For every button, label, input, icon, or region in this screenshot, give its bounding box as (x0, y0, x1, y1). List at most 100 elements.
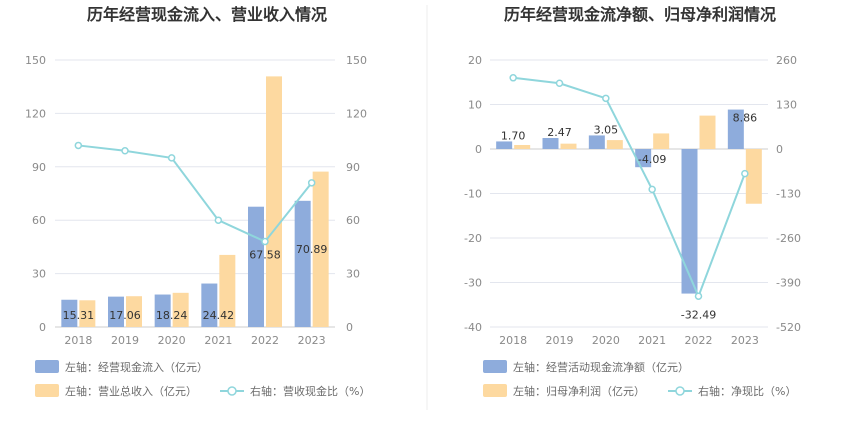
chart2-legend-swatch-bar-secondary (483, 384, 507, 397)
chart2-bar-secondary (514, 144, 531, 149)
chart2-data-label: 3.05 (594, 123, 619, 136)
chart2-right-tick-label: 260 (776, 54, 797, 67)
chart1-line-series (78, 144, 313, 243)
chart2-left-tick-label: 20 (468, 54, 482, 67)
chart2-right-tick-label: 130 (776, 99, 797, 112)
chart2-x-tick-label: 2021 (638, 334, 666, 347)
chart2-data-label: -32.49 (681, 309, 716, 322)
chart1-right-tick-label: 150 (346, 54, 367, 67)
chart1-left-tick-label: 60 (32, 214, 46, 227)
chart2-line-point (648, 185, 656, 194)
chart1-bar-primary (61, 299, 78, 327)
chart2-left-tick-label: -40 (464, 321, 482, 334)
chart1-data-label: 17.06 (109, 309, 141, 322)
chart1-bar-secondary (219, 254, 236, 327)
chart2-line-series (513, 76, 746, 299)
chart1-left-tick-label: 0 (39, 321, 46, 334)
chart2-right-tick-label: -130 (776, 188, 801, 201)
chart1-x-tick-label: 2022 (251, 334, 279, 347)
chart2-left-tick-label: -20 (464, 232, 482, 245)
chart2-legend-label: 左轴：经营活动现金流净额（亿元） (513, 360, 689, 374)
chart2-bar-primary (496, 141, 513, 149)
chart1-line-point (121, 147, 129, 155)
chart1-title: 历年经营现金流入、营业收入情况 (87, 5, 327, 24)
chart1-bar-secondary (266, 76, 282, 327)
chart2-data-label: 1.70 (501, 129, 526, 142)
chart2-legend-label: 左轴：归母净利润（亿元） (513, 384, 645, 398)
chart2-bar-secondary (745, 149, 762, 204)
chart1-bar-secondary (172, 292, 189, 327)
chart1-bar-secondary (126, 296, 142, 327)
chart1-legend-label: 左轴：营业总收入（亿元） (65, 384, 197, 398)
chart2-line-point (694, 292, 703, 300)
chart2-x-tick-label: 2019 (546, 334, 574, 347)
chart2-right-tick-label: -260 (776, 232, 801, 245)
chart1-data-label: 15.31 (63, 309, 95, 322)
chart1-x-tick-label: 2023 (298, 334, 326, 347)
chart2-line-point (509, 74, 517, 82)
chart2-x-tick-label: 2023 (731, 334, 759, 347)
chart1-legend-label: 右轴：营收现金比（%） (250, 384, 370, 398)
chart1-line-point (74, 141, 83, 150)
chart1-bar-secondary (312, 171, 329, 327)
chart2-left-tick-label: -10 (464, 188, 482, 201)
chart2-bar-primary (727, 109, 744, 149)
chart1-data-label: 24.42 (203, 309, 235, 322)
chart1-right-tick-label: 90 (346, 161, 360, 174)
chart1-line-point (167, 154, 176, 162)
chart2-line-point (741, 169, 749, 178)
chart2-right-tick-label: 0 (776, 143, 783, 156)
chart2-left-tick-label: -30 (464, 277, 482, 290)
chart1-legend-swatch-bar-primary (35, 360, 59, 373)
chart2-x-tick-label: 2020 (592, 334, 620, 347)
chart2-line-point (555, 79, 564, 88)
chart2-line-point (602, 94, 610, 103)
chart2-legend-swatch-line-marker (675, 386, 685, 396)
chart1-x-tick-label: 2018 (64, 334, 92, 347)
chart1-line-point (261, 237, 269, 246)
chart1-right-tick-label: 120 (346, 107, 367, 120)
chart1-legend-label: 左轴：经营现金流入（亿元） (65, 360, 208, 374)
chart1-x-tick-label: 2019 (111, 334, 139, 347)
chart1-bar-primary (201, 283, 218, 327)
chart1-right-tick-label: 30 (346, 268, 360, 281)
chart2-legend-label: 右轴：净现比（%） (698, 384, 796, 398)
chart1-data-label: 18.24 (156, 309, 188, 322)
chart1-line-point (307, 179, 316, 187)
chart1-legend-swatch-bar-secondary (35, 384, 59, 397)
chart2-bar-primary (542, 138, 559, 149)
chart1-right-tick-label: 0 (346, 321, 353, 334)
chart2-bar-secondary (653, 133, 670, 149)
chart1-left-tick-label: 90 (32, 161, 46, 174)
chart1-bar-secondary (79, 300, 96, 327)
chart1-left-tick-label: 120 (25, 107, 46, 120)
chart1-bar-primary (108, 296, 124, 327)
chart1-left-tick-label: 150 (25, 54, 46, 67)
chart2-bar-primary (681, 149, 698, 294)
chart2-bar-secondary (699, 115, 716, 149)
chart1-bar-primary (248, 206, 264, 327)
chart2-data-label: -4.09 (638, 153, 666, 166)
chart2-right-tick-label: -390 (776, 277, 801, 290)
chart2-right-tick-label: -520 (776, 321, 801, 334)
chart2-bar-secondary (606, 140, 623, 149)
chart2-legend-swatch-bar-primary (483, 360, 507, 373)
chart2-bar-secondary (560, 143, 577, 149)
chart2-left-tick-label: 0 (475, 143, 482, 156)
chart1-x-tick-label: 2020 (158, 334, 186, 347)
chart2-data-label: 8.86 (733, 112, 758, 125)
chart2-title: 历年经营现金流净额、归母净利润情况 (504, 5, 776, 24)
chart1-legend-swatch-line-marker (227, 386, 237, 396)
chart2-x-tick-label: 2018 (499, 334, 527, 347)
chart1-bar-primary (154, 294, 171, 327)
chart2-left-tick-label: 10 (468, 99, 482, 112)
chart1-left-tick-label: 30 (32, 268, 46, 281)
chart2-data-label: 2.47 (547, 126, 572, 139)
chart1-x-tick-label: 2021 (204, 334, 232, 347)
chart2-bar-primary (588, 135, 605, 149)
chart1-right-tick-label: 60 (346, 214, 360, 227)
chart1-data-label: 67.58 (249, 249, 281, 262)
chart1-line-point (214, 216, 223, 224)
